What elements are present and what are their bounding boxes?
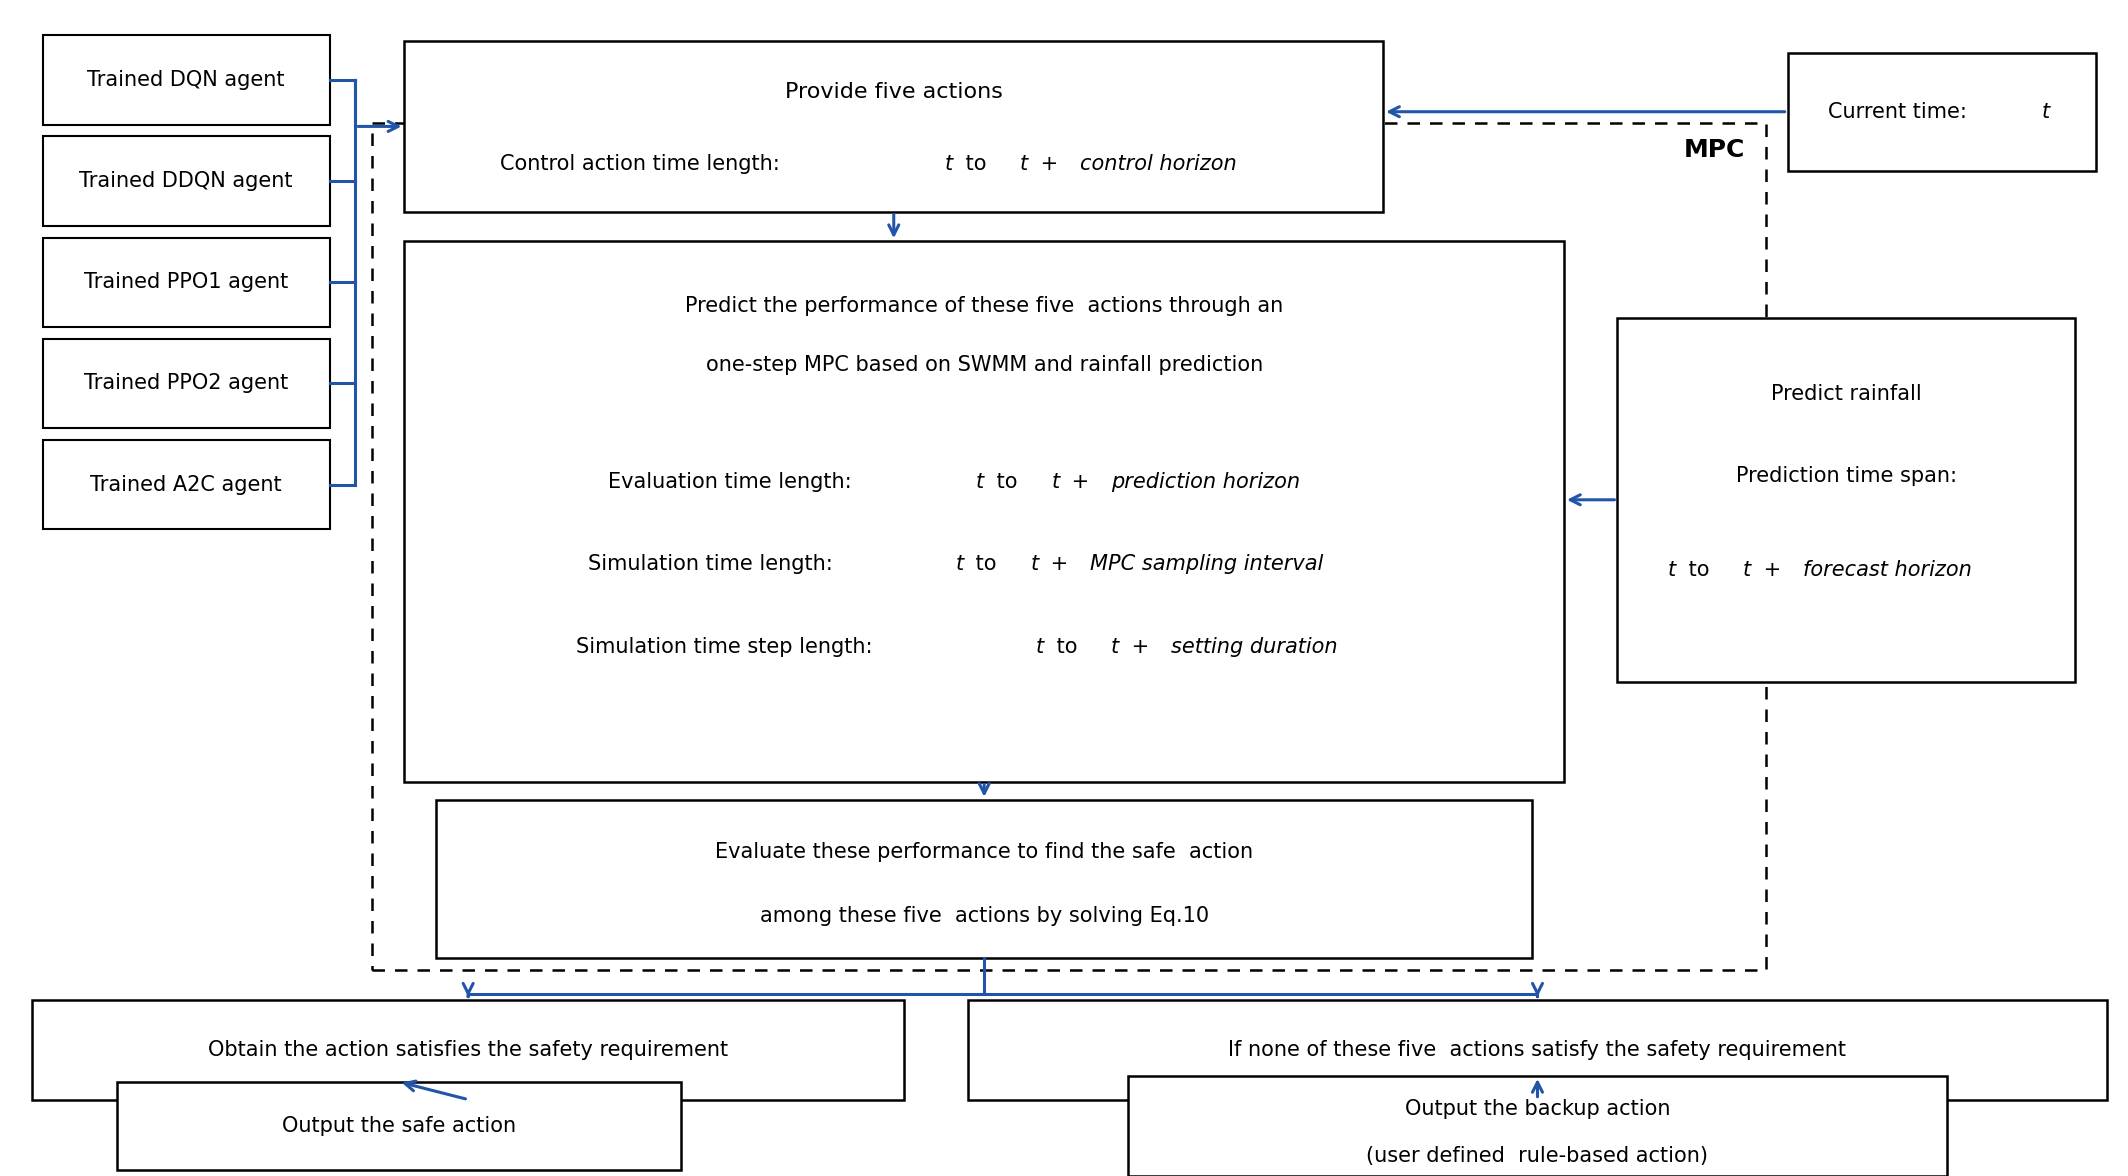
Text: Control action time length:: Control action time length: (500, 154, 794, 174)
Bar (1128, 1076, 1947, 1176)
Bar (117, 1082, 681, 1170)
Text: to: to (968, 554, 1002, 575)
Text: t: t (1743, 560, 1751, 581)
Text: Provide five actions: Provide five actions (785, 82, 1002, 102)
Text: t: t (1668, 560, 1677, 581)
Text: Predict rainfall: Predict rainfall (1770, 383, 1922, 405)
Text: MPC: MPC (1683, 138, 1745, 161)
Bar (32, 1000, 904, 1100)
Bar (43, 440, 330, 529)
Bar (1788, 53, 2096, 171)
Text: to: to (958, 154, 992, 174)
Text: to: to (990, 472, 1024, 493)
Bar (436, 800, 1532, 958)
Text: t: t (945, 154, 953, 174)
Text: control horizon: control horizon (1079, 154, 1236, 174)
Text: +: + (1045, 554, 1075, 575)
Text: MPC sampling interval: MPC sampling interval (1090, 554, 1324, 575)
Text: to: to (1681, 560, 1715, 581)
Bar (43, 339, 330, 428)
Text: Trained DQN agent: Trained DQN agent (87, 69, 285, 91)
Text: +: + (1066, 472, 1096, 493)
Text: Evaluate these performance to find the safe  action: Evaluate these performance to find the s… (715, 842, 1253, 862)
Text: Evaluation time length:: Evaluation time length: (609, 472, 858, 493)
Text: Trained A2C agent: Trained A2C agent (89, 474, 283, 495)
Text: Output the backup action: Output the backup action (1404, 1100, 1670, 1120)
Text: Simulation time step length:: Simulation time step length: (577, 636, 885, 657)
Text: t: t (1111, 636, 1119, 657)
Text: t: t (955, 554, 964, 575)
Text: t: t (2043, 101, 2049, 122)
Text: t: t (977, 472, 985, 493)
Text: forecast horizon: forecast horizon (1802, 560, 1973, 581)
Text: If none of these five  actions satisfy the safety requirement: If none of these five actions satisfy th… (1228, 1040, 1847, 1060)
Text: Trained DDQN agent: Trained DDQN agent (79, 171, 294, 192)
Text: t: t (1051, 472, 1060, 493)
Text: Output the safe action: Output the safe action (281, 1116, 517, 1136)
Text: prediction horizon: prediction horizon (1111, 472, 1300, 493)
Text: Trained PPO1 agent: Trained PPO1 agent (85, 272, 287, 293)
Text: Obtain the action satisfies the safety requirement: Obtain the action satisfies the safety r… (209, 1040, 728, 1060)
Text: t: t (1019, 154, 1028, 174)
Bar (372, 123, 1766, 970)
Text: t: t (1030, 554, 1038, 575)
Text: Trained PPO2 agent: Trained PPO2 agent (85, 373, 287, 394)
Bar (404, 41, 1383, 212)
Bar (43, 136, 330, 226)
Text: Current time:: Current time: (1828, 101, 1973, 122)
Text: Predict the performance of these five  actions through an: Predict the performance of these five ac… (685, 295, 1283, 316)
Text: +: + (1034, 154, 1064, 174)
Bar (968, 1000, 2107, 1100)
Text: one-step MPC based on SWMM and rainfall prediction: one-step MPC based on SWMM and rainfall … (706, 354, 1262, 375)
Text: +: + (1126, 636, 1156, 657)
Text: Prediction time span:: Prediction time span: (1736, 466, 1956, 487)
Text: among these five  actions by solving Eq.10: among these five actions by solving Eq.1… (760, 906, 1209, 926)
Text: Simulation time length:: Simulation time length: (587, 554, 838, 575)
Text: t: t (1036, 636, 1045, 657)
Text: (user defined  rule-based action): (user defined rule-based action) (1366, 1145, 1709, 1167)
Bar (43, 238, 330, 327)
Text: to: to (1049, 636, 1083, 657)
Bar (1617, 318, 2075, 682)
Bar (43, 35, 330, 125)
Text: +: + (1758, 560, 1788, 581)
Bar (404, 241, 1564, 782)
Text: setting duration: setting duration (1170, 636, 1339, 657)
